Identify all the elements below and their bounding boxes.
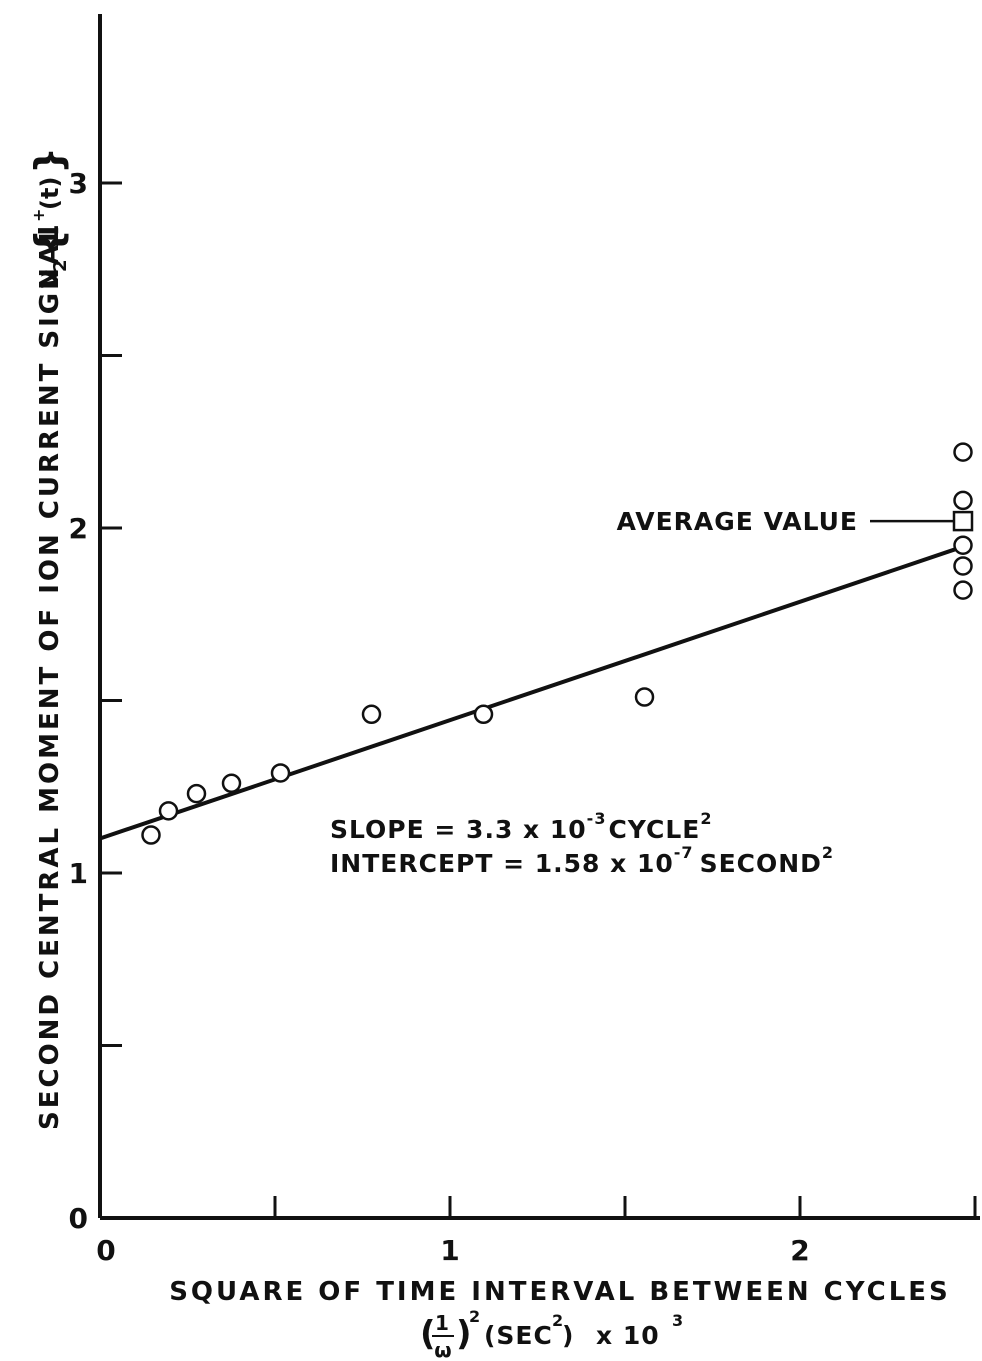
data-point xyxy=(953,490,973,511)
data-point xyxy=(361,704,382,725)
intercept-unit: SECOND xyxy=(700,849,822,878)
data-point xyxy=(953,556,973,576)
brace-open: { xyxy=(27,229,71,256)
data-point xyxy=(473,704,494,725)
slope-annotation: SLOPE = 3.3 x 10-3CYCLE2 xyxy=(330,809,713,844)
brace-close: } xyxy=(27,147,71,174)
y-tick-label: 0 xyxy=(69,1202,88,1235)
x-unit-sec-close: ) xyxy=(562,1321,574,1350)
x-axis-title: SQUARE OF TIME INTERVAL BETWEEN CYCLES xyxy=(169,1277,951,1307)
y-axis-symbol: ν 2 { I + (t) } xyxy=(27,147,71,290)
intercept-text: INTERCEPT = 1.58 x 10 xyxy=(330,849,674,878)
x-unit-frac-num: 1 xyxy=(435,1311,449,1335)
x-unit-paren-open: ( xyxy=(420,1314,436,1354)
intercept-unit-exp: 2 xyxy=(822,843,834,862)
nu-symbol: ν xyxy=(31,270,66,290)
x-tick-label: 0 xyxy=(96,1234,115,1267)
x-axis-units: ( 1 ω ) 2 (SEC 2 ) x 10 3 xyxy=(420,1307,683,1361)
time-arg: (t) xyxy=(36,177,64,210)
average-value-marker xyxy=(952,510,974,532)
slope-exp: -3 xyxy=(587,809,607,828)
data-point xyxy=(158,801,179,821)
x-unit-exponent: 3 xyxy=(672,1311,683,1330)
y-tick-label: 3 xyxy=(69,167,88,200)
x-tick-label: 1 xyxy=(440,1234,459,1267)
axis-ticks xyxy=(100,181,977,1218)
fit-line xyxy=(99,546,958,841)
x-unit-paren-close: ) xyxy=(456,1314,472,1354)
nu-subscript: 2 xyxy=(50,259,71,272)
current-symbol: I xyxy=(32,226,65,236)
y-axis-title: SECOND CENTRAL MOMENT OF ION CURRENT SIG… xyxy=(35,222,65,1130)
data-point xyxy=(186,783,207,804)
data-point xyxy=(270,763,291,783)
y-axis-title-group: SECOND CENTRAL MOMENT OF ION CURRENT SIG… xyxy=(27,147,71,1130)
x-unit-square-2: 2 xyxy=(552,1311,563,1330)
data-point xyxy=(953,442,973,462)
x-unit-square-1: 2 xyxy=(469,1307,480,1326)
average-value-label: AVERAGE VALUE xyxy=(617,507,858,536)
y-tick-label: 1 xyxy=(69,857,88,890)
x-unit-multiplier: x 10 xyxy=(596,1321,660,1350)
slope-unit: CYCLE xyxy=(608,815,700,844)
tick-labels: 0 1 2 0 1 2 3 xyxy=(69,167,810,1267)
data-point xyxy=(953,580,973,600)
x-tick-label: 2 xyxy=(790,1234,809,1267)
slope-text: SLOPE = 3.3 x 10 xyxy=(330,815,587,844)
data-point xyxy=(221,773,242,794)
current-plus: + xyxy=(29,209,48,222)
data-point xyxy=(953,535,973,555)
intercept-annotation: INTERCEPT = 1.58 x 10-7 SECOND2 xyxy=(330,843,834,878)
intercept-exp: -7 xyxy=(674,843,694,862)
data-points xyxy=(141,442,973,845)
slope-unit-exp: 2 xyxy=(700,809,712,828)
y-tick-label: 2 xyxy=(69,512,88,545)
data-point xyxy=(634,687,655,707)
data-point xyxy=(141,825,161,845)
x-unit-frac-den: ω xyxy=(434,1338,451,1361)
x-unit-sec: (SEC xyxy=(484,1321,553,1350)
